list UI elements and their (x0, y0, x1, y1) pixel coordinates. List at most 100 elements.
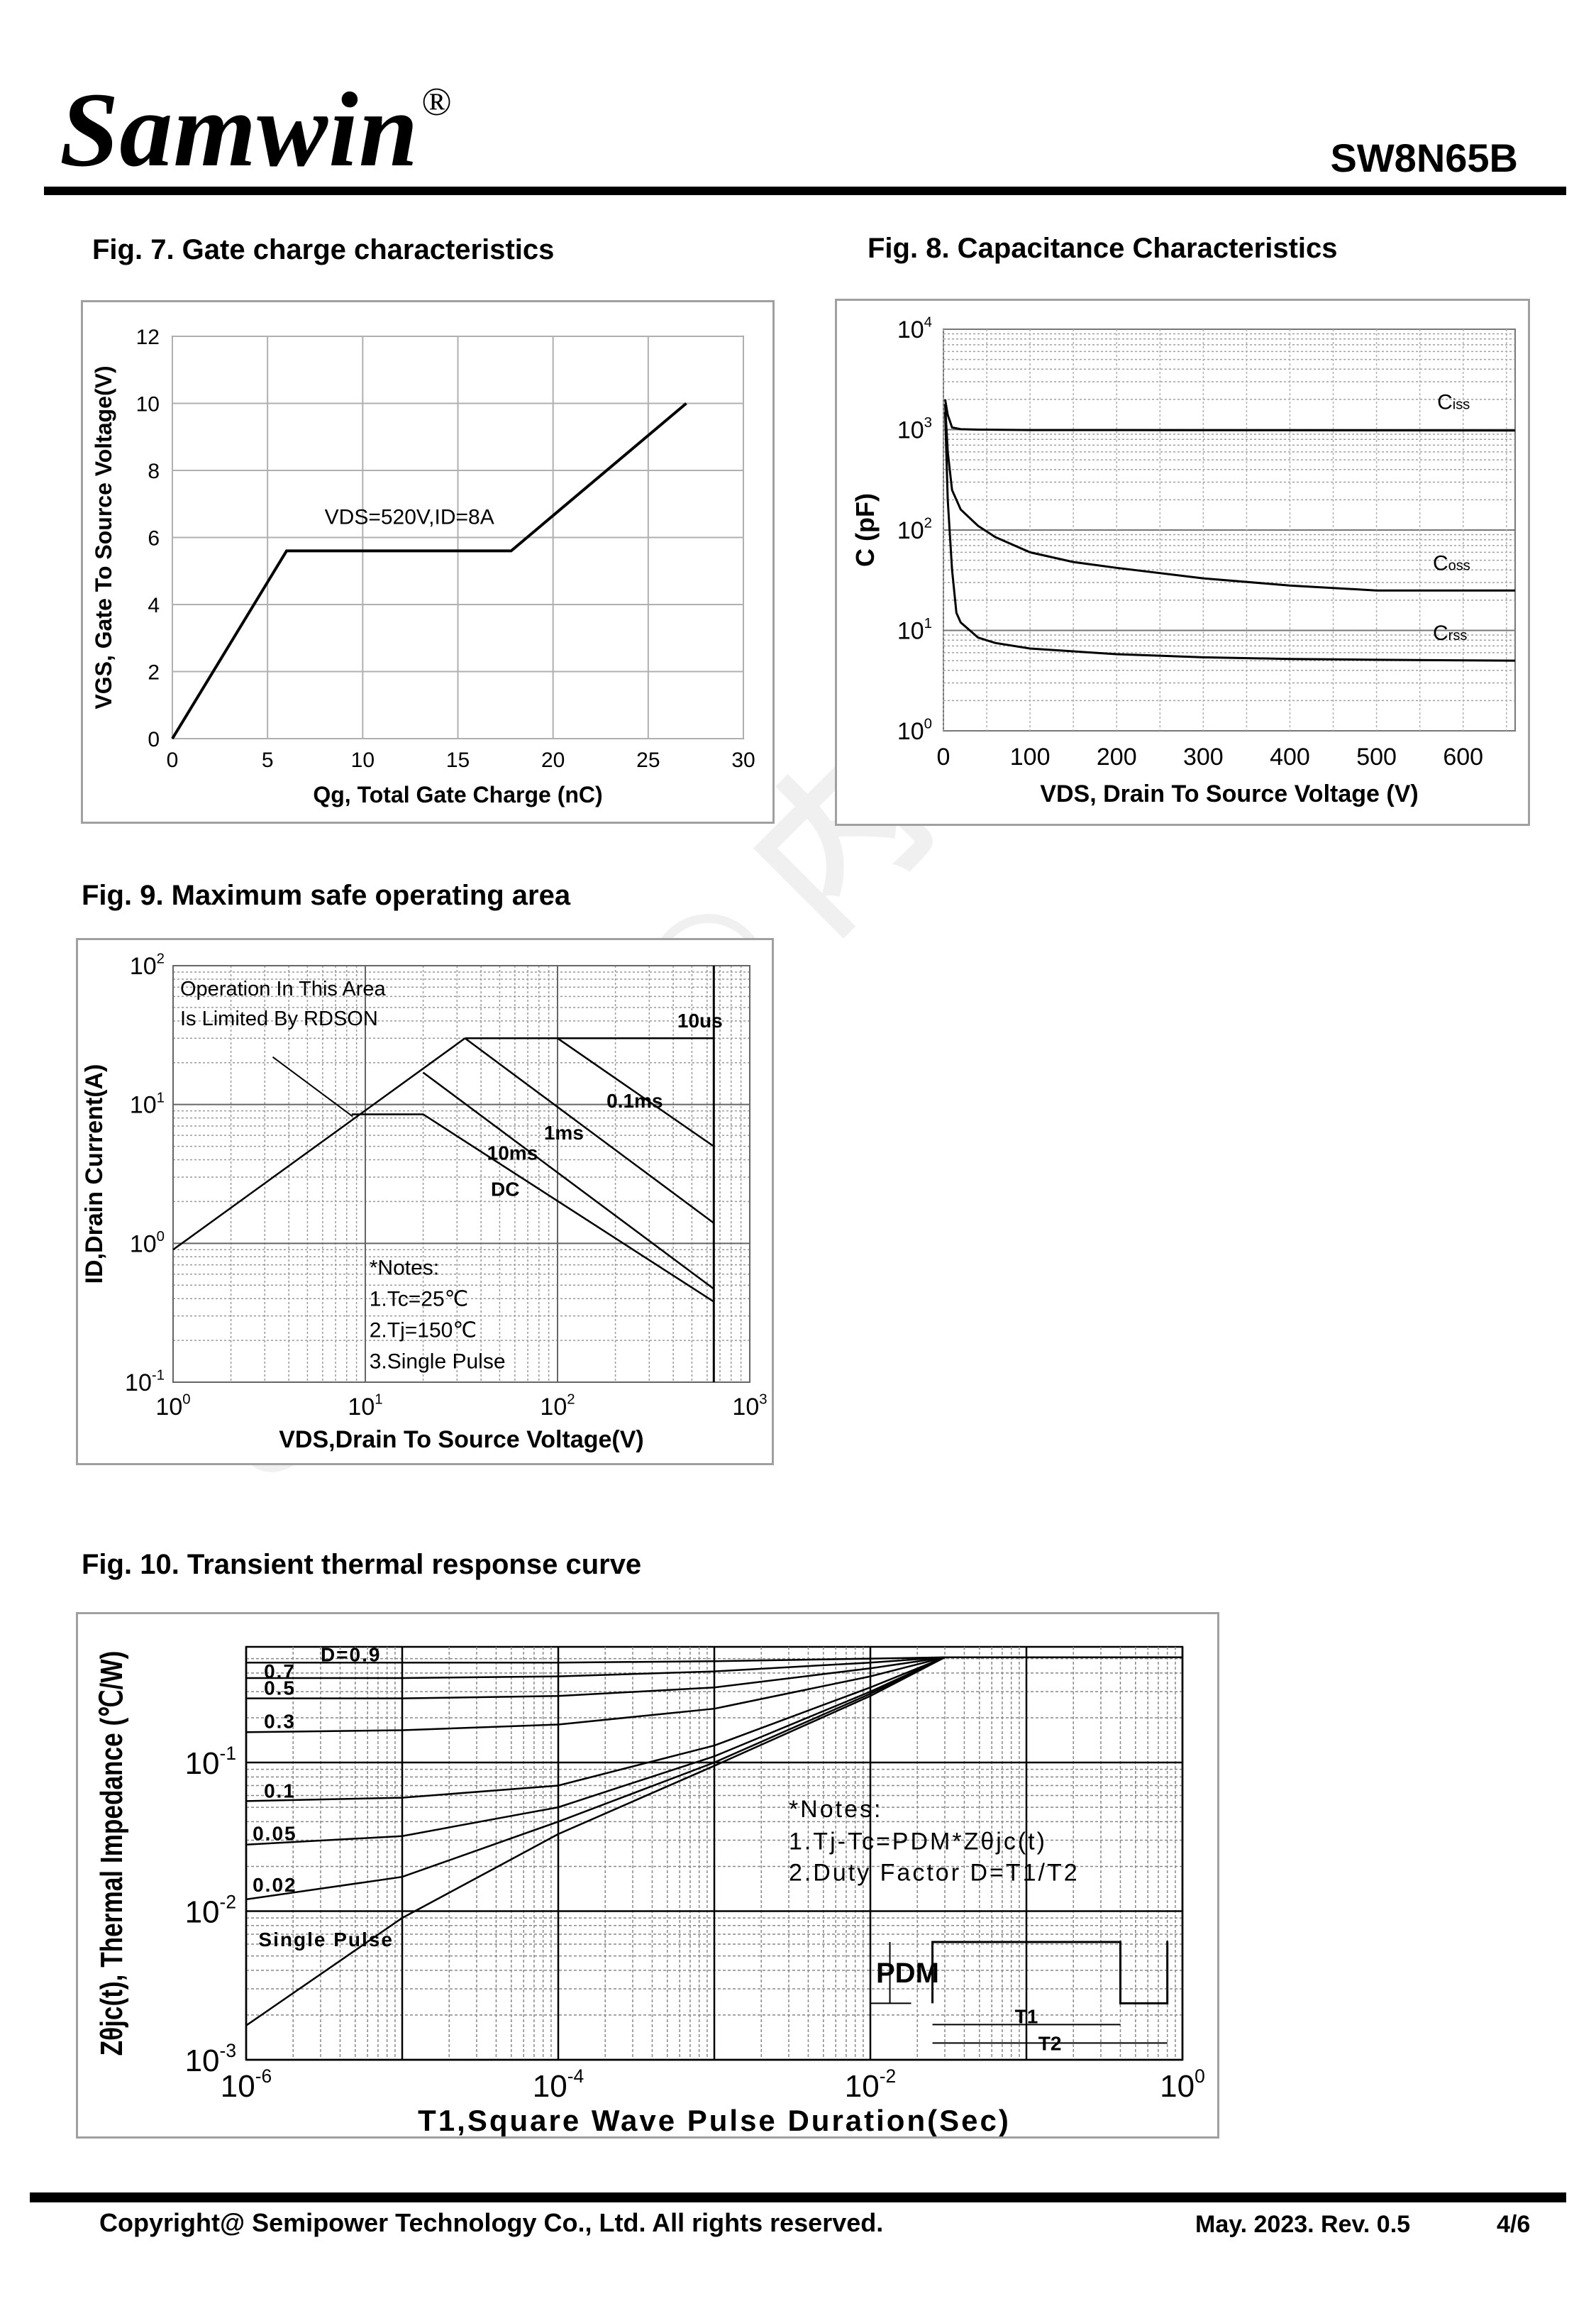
fig9-rdson-pointer (272, 1056, 353, 1118)
fig7-x-tick-label: 5 (262, 749, 274, 772)
fig8-series-crss (943, 412, 1516, 662)
fig7-y-tick-label: 6 (148, 527, 160, 551)
fig7-chart: 0 5 10 15 20 25 30 0 2 4 6 8 10 12 VDS=520V,ID=8A Qg, T… (91, 326, 755, 807)
fig7-y-tick-label: 12 (136, 326, 160, 349)
footer-rule (30, 2192, 1566, 2202)
fig9-series-10ms (422, 1071, 715, 1290)
fig7-y-tick-label: 10 (136, 393, 160, 416)
fig10-note-line: 1.Tj-Tc=PDM*Zθjc(t) (789, 1828, 1047, 1855)
fig9-y-tick-label: 102 (130, 951, 165, 980)
fig10-series-label-0-05: 0.05 (253, 1823, 297, 1845)
fig9-series-label-dc: DC (491, 1178, 519, 1200)
brand-logo: Samwin® (60, 71, 453, 189)
fig8-x-tick-label: 100 (1010, 744, 1051, 771)
footer-date-rev: May. 2023. Rev. 0.5 (1195, 2211, 1411, 2238)
fig9-series-label-0-1ms: 0.1ms (606, 1090, 663, 1112)
fig9-y-tick-label: 100 (130, 1229, 165, 1257)
fig7-x-tick-label: 10 (351, 749, 375, 772)
fig8-y-tick-label: 101 (897, 616, 932, 644)
fig10-series-label-0-7: 0.7 (264, 1660, 296, 1682)
fig10-series-single-pulse (245, 1656, 1182, 2026)
fig9-series-1ms (464, 1037, 715, 1224)
fig9-series-rdson-limit (172, 1037, 466, 1251)
fig10-y-axis-label: Zθjc(t), Thermal Impedance (℃/W) (94, 1651, 129, 2056)
fig10-t1-label: T1 (1015, 2005, 1038, 2027)
fig9-x-tick-label: 100 (155, 1392, 190, 1420)
fig10-series-label-single-pulse: Single Pulse (258, 1929, 394, 1951)
fig10-series-label-0-1: 0.1 (264, 1780, 296, 1802)
fig10-x-tick-label: 100 (1160, 2065, 1205, 2104)
footer-copyright: Copyright@ Semipower Technology Co., Ltd… (99, 2208, 884, 2237)
fig9-series-0-1ms (465, 1037, 715, 1147)
fig7-annotation: VDS=520V,ID=8A (325, 506, 494, 529)
fig10-x-tick-label: 10-4 (533, 2065, 584, 2104)
fig9-y-axis-label: ID,Drain Current(A) (81, 1064, 108, 1284)
fig8-y-tick-label: 104 (897, 315, 932, 343)
fig9-annotation-area-1: Operation In This Area (180, 978, 387, 1000)
fig9-title: Fig. 9. Maximum safe operating area (82, 880, 571, 911)
fig8-y-tick-label: 102 (897, 516, 932, 544)
fig7-x-tick-label: 25 (636, 749, 660, 772)
fig9-y-tick-label: 10-1 (125, 1368, 165, 1396)
fig10-y-tick-label: 10-2 (185, 1892, 236, 1930)
fig9-series-label-1ms: 1ms (544, 1122, 584, 1144)
fig10-y-tick-label: 10-3 (185, 2040, 236, 2078)
fig10-series-label-0-02: 0.02 (253, 1874, 297, 1896)
fig8-series-ciss (943, 399, 1516, 432)
fig7-x-axis-label: Qg, Total Gate Charge (nC) (313, 782, 602, 807)
fig10-series-label-d-0-9: D=0.9 (321, 1643, 382, 1665)
fig8-series-label-ciss: Ciss (1437, 391, 1470, 414)
fig8-y-tick-label: 103 (897, 415, 932, 443)
fig8-x-axis-label: VDS, Drain To Source Voltage (V) (1040, 780, 1418, 807)
fig10-t2-label: T2 (1038, 2032, 1062, 2054)
fig8-series-label-crss: Crss (1433, 622, 1467, 645)
part-number: SW8N65B (1330, 136, 1518, 180)
fig10-series-label-0-5: 0.5 (264, 1677, 296, 1699)
fig8-y-tick-label: 100 (897, 717, 932, 745)
fig7-panel: 0 5 10 15 20 25 30 0 2 4 6 8 10 12 VDS=520V,ID=8A Qg, T… (81, 300, 775, 824)
fig8-y-axis-label: C (pF) (850, 493, 880, 567)
fig10-pulse-waveform (931, 1941, 1169, 2004)
fig8-panel: 100 101 102 103 104 0 100 200 300 400 500 600 Ciss Co… (835, 299, 1530, 826)
fig9-note-line: 1.Tc=25℃ (370, 1287, 469, 1311)
fig10-x-tick-label: 10-2 (845, 2065, 896, 2104)
fig7-title: Fig. 7. Gate charge characteristics (92, 234, 555, 265)
fig8-series-coss (943, 404, 1515, 592)
fig10-note-title: *Notes: (789, 1796, 883, 1823)
fig8-x-tick-label: 500 (1356, 744, 1397, 771)
fig7-x-tick-label: 0 (167, 749, 179, 772)
fig7-x-tick-label: 20 (541, 749, 565, 772)
fig10-y-tick-label: 10-1 (185, 1743, 236, 1781)
fig9-chart: 100 101 102 10310-110010110210us0.1ms1ms10m… (81, 951, 767, 1453)
fig10-title: Fig. 10. Transient thermal response curv… (82, 1549, 642, 1580)
fig7-series-line (171, 402, 687, 740)
fig7-y-tick-label: 8 (148, 460, 160, 483)
fig7-x-tick-label: 30 (731, 749, 755, 772)
fig8-x-tick-label: 300 (1183, 744, 1224, 771)
fig9-annotation-area-2: Is Limited By RDSON (180, 1008, 378, 1030)
fig9-x-axis-label: VDS,Drain To Source Voltage(V) (279, 1426, 643, 1453)
fig9-panel: 100 101 102 103 10-1 100 101 102 10us 0.1ms 1ms 10m… (76, 938, 774, 1465)
fig10-series-label-0-3: 0.3 (264, 1711, 296, 1733)
fig10-x-tick-label: 10-6 (221, 2065, 272, 2104)
fig7-x-tick-label: 15 (446, 749, 470, 772)
fig9-x-tick-label: 102 (540, 1392, 575, 1420)
fig9-series-dc (351, 1113, 714, 1303)
fig8-x-tick-label: 400 (1270, 744, 1310, 771)
fig9-note-line: *Notes: (370, 1256, 439, 1279)
fig9-x-tick-label: 103 (732, 1392, 767, 1420)
fig9-x-tick-label: 101 (348, 1392, 382, 1420)
fig8-series-label-coss: Coss (1433, 551, 1470, 575)
header-rule (44, 187, 1566, 195)
fig9-y-tick-label: 101 (130, 1090, 165, 1118)
fig7-y-axis-label: VGS, Gate To Source Voltage(V) (91, 365, 116, 709)
fig7-y-tick-label: 2 (148, 661, 160, 685)
fig10-chart: 10-6 10-4 10-2 100 10-3 10-2 10-1 D=0.9 0.70.5 0.… (94, 1643, 1205, 2137)
fig10-panel: 10-6 10-4 10-2 100 10-3 10-2 10-1 D=0.9 0.7 0.5 0.… (76, 1612, 1219, 2139)
fig8-title: Fig. 8. Capacitance Characteristics (868, 233, 1338, 264)
fig10-x-axis-label: T1,Square Wave Pulse Duration(Sec) (418, 2104, 1011, 2136)
fig10-note-line: 2.Duty Factor D=T1/T2 (789, 1860, 1080, 1887)
fig8-x-tick-label: 0 (937, 744, 951, 771)
fig10-pdm-label: PDM (876, 1958, 939, 1989)
fig9-series-label-10us: 10us (677, 1010, 723, 1032)
